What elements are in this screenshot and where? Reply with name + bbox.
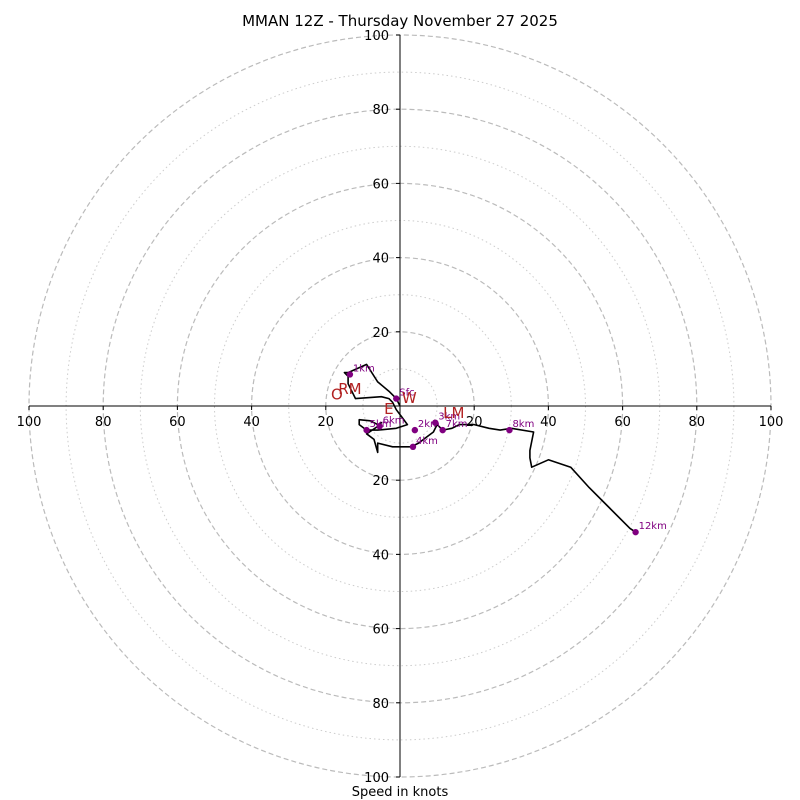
height-markers: Sfc1km2km3km4km5km6km7km8km12km xyxy=(346,363,667,536)
y-tick-label: 60 xyxy=(372,623,389,638)
x-axis-label: Speed in knots xyxy=(352,785,449,800)
y-tick-label: 20 xyxy=(372,326,389,341)
x-tick-label: 40 xyxy=(540,415,557,430)
series-hodograph xyxy=(343,363,637,533)
height-label-2km: 2km xyxy=(418,419,440,430)
height-marker-2km xyxy=(411,426,419,434)
height-label-12km: 12km xyxy=(639,521,667,532)
vector-label-O: O xyxy=(331,385,343,403)
vector-label-RM: RM xyxy=(338,380,361,398)
height-marker-12km xyxy=(632,528,639,536)
height-label-Sfc: Sfc xyxy=(399,388,414,399)
height-label-3km: 3km xyxy=(438,412,460,423)
y-tick-label: 100 xyxy=(364,771,389,786)
storm-motion-labels: RMO EW LM xyxy=(331,380,464,422)
y-tick-label: 60 xyxy=(372,177,389,192)
height-marker-6km xyxy=(376,423,383,430)
x-tick-label: 60 xyxy=(169,415,186,430)
x-tick-label: 100 xyxy=(759,415,784,430)
height-marker-Sfc xyxy=(393,395,400,402)
height-marker-1km xyxy=(346,371,354,378)
y-tick-label: 80 xyxy=(372,103,389,118)
x-tick-label: 20 xyxy=(466,415,483,430)
vector-label-W: W xyxy=(402,389,417,407)
vector-label-LM: LM xyxy=(443,404,464,422)
height-label-7km: 7km xyxy=(446,419,468,430)
y-tick-label: 40 xyxy=(372,252,389,267)
axis-ticks: 100 80 60 40 20 20 40 60 80 100 100 80 60 40 20 20 40 60 8… xyxy=(17,29,784,786)
y-tick-label: 20 xyxy=(372,474,389,489)
height-label-6km: 6km xyxy=(383,415,405,426)
x-tick-label: 80 xyxy=(95,415,112,430)
x-tick-label: 80 xyxy=(689,415,706,430)
y-tick-label: 100 xyxy=(364,29,389,44)
y-tick-label: 80 xyxy=(372,697,389,712)
x-tick-label: 100 xyxy=(17,415,42,430)
x-tick-label: 60 xyxy=(614,415,631,430)
height-marker-3km xyxy=(432,419,439,426)
x-tick-label: 20 xyxy=(318,415,335,430)
hodograph-trace xyxy=(343,363,637,533)
height-label-1km: 1km xyxy=(353,363,375,374)
chart-title: MMAN 12Z - Thursday November 27 2025 xyxy=(242,12,558,30)
vector-label-E: E xyxy=(384,400,393,418)
height-label-8km: 8km xyxy=(512,419,534,430)
height-marker-5km xyxy=(363,426,370,434)
height-marker-8km xyxy=(506,426,513,434)
height-marker-7km xyxy=(439,426,446,434)
x-tick-label: 40 xyxy=(243,415,260,430)
height-marker-4km xyxy=(409,443,417,451)
height-label-4km: 4km xyxy=(416,436,438,447)
y-tick-label: 40 xyxy=(372,548,389,563)
